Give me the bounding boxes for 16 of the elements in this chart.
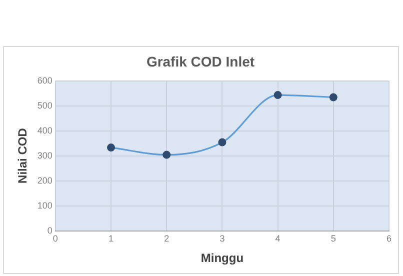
x-tick-label: 1	[108, 234, 114, 244]
y-tick-label: 0	[47, 225, 52, 236]
x-tick-label: 5	[330, 234, 336, 244]
x-tick-label: 2	[164, 234, 170, 244]
chart-title: Grafik COD Inlet	[146, 53, 255, 70]
y-axis-title: Nilai COD	[16, 128, 30, 184]
x-tick-label: 6	[386, 234, 392, 244]
y-tick-label: 400	[37, 125, 52, 136]
x-tick-label: 3	[220, 234, 225, 244]
x-tick-label: 4	[275, 234, 280, 244]
y-tick-label: 100	[37, 200, 52, 210]
y-tick-label: 300	[37, 150, 52, 160]
y-tick-label: 200	[37, 175, 52, 186]
x-axis-title: Minggu	[200, 251, 244, 266]
y-tick-label: 600	[37, 75, 52, 86]
y-tick-label: 500	[37, 100, 52, 110]
